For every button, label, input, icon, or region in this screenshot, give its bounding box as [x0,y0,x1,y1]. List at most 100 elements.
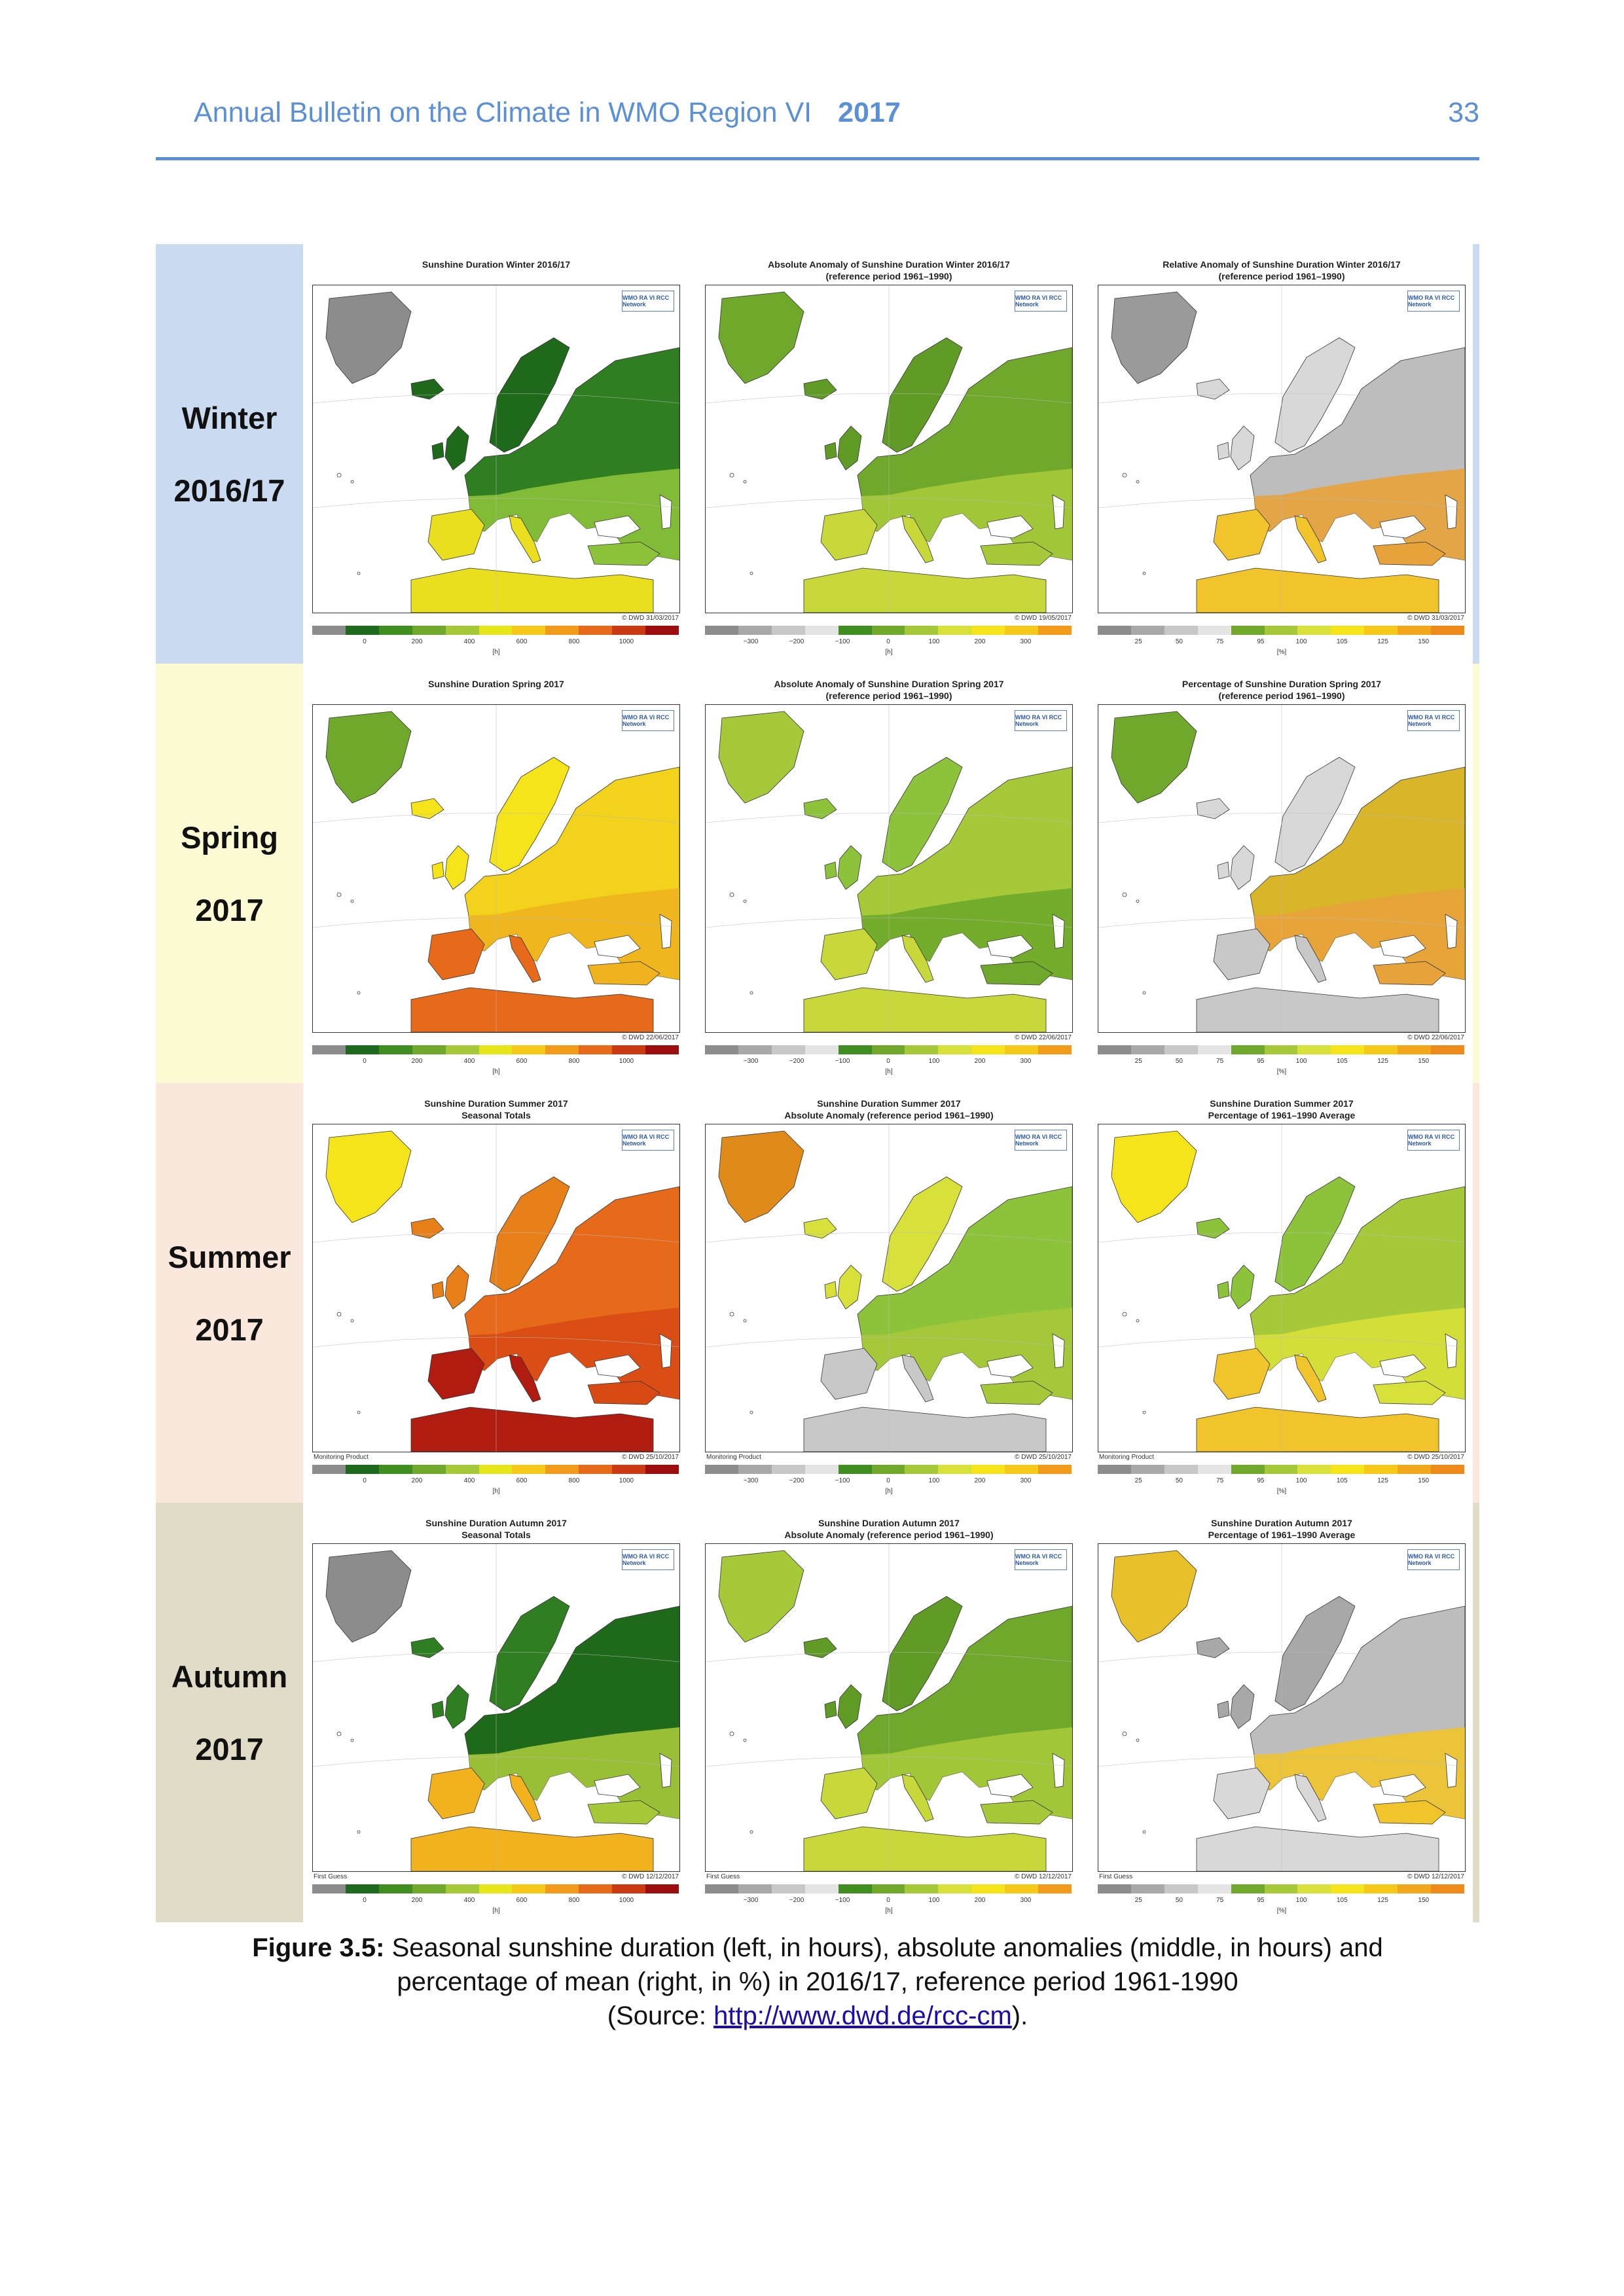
colorbar-swatch [579,1465,613,1474]
colorbar-ticks: 0 200 400 600 800 1000 [312,1058,679,1067]
colorbar-swatch [1164,1884,1198,1893]
colorbar-swatch [478,1465,513,1474]
colorbar-tick-label: 600 [516,1058,528,1065]
product-label: Monitoring Product [1099,1454,1154,1461]
colorbar-swatch [378,1884,412,1893]
season-name: Autumn [171,1659,288,1694]
colorbar-swatch [1231,1465,1265,1474]
colorbar-ticks: −300 −200 −100 0 100 200 300 [705,1897,1072,1906]
colorbar-ticks: −300 −200 −100 0 100 200 300 [705,638,1072,647]
colorbar-tick-label: 400 [463,1477,475,1484]
colorbar-tick-label: 200 [974,1477,986,1484]
season-row-spring: Spring 2017 Sunshine Duration Spring 201… [156,664,1479,1083]
colorbar-swatch [938,626,972,635]
colorbar-tick-label: 25 [1134,638,1142,645]
colorbar-ticks: −300 −200 −100 0 100 200 300 [705,1477,1072,1486]
season-label: Summer 2017 [156,1083,303,1503]
dwd-credit: © DWD 31/03/2017 [622,615,679,622]
colorbar-tick-label: 800 [568,1477,580,1484]
colorbar-swatch [738,626,772,635]
colorbar-swatch [1364,1884,1398,1893]
colorbar-tick-label: 0 [886,1897,890,1904]
colorbar-tick-label: 400 [463,1897,475,1904]
colorbar-tick-label: −200 [789,1477,804,1484]
colorbar-tick-label: 100 [1295,638,1307,645]
colorbar-tick-label: 150 [1418,638,1430,645]
colorbar-swatch [838,1884,872,1893]
colorbar-unit: [h] [492,649,500,656]
colorbar-swatch [645,1884,679,1893]
colorbar-swatch [1098,1884,1131,1893]
product-label: Monitoring Product [706,1454,761,1461]
colorbar-tick-label: 105 [1336,1897,1348,1904]
colorbar-unit: [h] [492,1907,500,1914]
dwd-credit: © DWD 19/05/2017 [1015,615,1072,622]
colorbar-swatch [612,1465,646,1474]
colorbar-swatch [1431,626,1464,635]
colorbar-swatch [612,1045,646,1054]
colorbar-swatch [1331,1465,1365,1474]
colorbar-swatch [1197,626,1231,635]
colorbar-swatch [905,1465,939,1474]
colorbar-tick-label: 1000 [619,638,634,645]
duration-map: WMO RA VI RCC Network [312,1124,680,1452]
colorbar-tick-label: 25 [1134,1897,1142,1904]
anomaly-map-panel: Sunshine Duration Summer 2017 Absolute A… [696,1083,1082,1503]
product-label: Monitoring Product [314,1454,369,1461]
colorbar-tick-label: 125 [1377,1058,1388,1065]
map-title: Sunshine Duration Autumn 2017 Percentage… [1208,1518,1356,1540]
colorbar-tick-label: 600 [516,1897,528,1904]
colorbar-swatch [705,1465,738,1474]
colorbar-swatch [312,1465,346,1474]
colorbar-tick-label: 0 [886,638,890,645]
map-title: Percentage of Sunshine Duration Spring 2… [1182,679,1382,701]
colorbar-swatch [1264,626,1298,635]
colorbar-unit: [%] [1276,1068,1287,1075]
product-label: First Guess [314,1873,348,1880]
colorbar-swatch [1038,1465,1072,1474]
colorbar-tick-label: 95 [1257,638,1265,645]
colorbar-swatch [1398,1884,1432,1893]
colorbar-unit: [h] [492,1068,500,1075]
colorbar-swatch [905,626,939,635]
colorbar-swatch [738,1045,772,1054]
colorbar-swatch [512,1884,546,1893]
colorbar-tick-label: 200 [411,1058,423,1065]
colorbar-tick-label: −300 [743,638,759,645]
colorbar-swatch [1098,1465,1131,1474]
colorbar-ticks: −300 −200 −100 0 100 200 300 [705,1058,1072,1067]
colorbar [1098,626,1464,635]
colorbar-tick-label: 105 [1336,1058,1348,1065]
dwd-credit: © DWD 25/10/2017 [1015,1454,1072,1461]
colorbar-swatch [738,1465,772,1474]
colorbar-tick-label: 200 [411,1477,423,1484]
colorbar-swatch [645,1045,679,1054]
season-row-winter: Winter 2016/17 Sunshine Duration Winter … [156,244,1479,664]
colorbar-swatch [1197,1465,1231,1474]
dwd-credit: © DWD 22/06/2017 [622,1034,679,1041]
colorbar-tick-label: 800 [568,1897,580,1904]
source-link[interactable]: http://www.dwd.de/rcc-cm [713,2001,1012,2030]
colorbar-unit: [h] [885,1907,893,1914]
colorbar-tick-label: 95 [1257,1897,1265,1904]
colorbar-swatch [971,1465,1005,1474]
colorbar [705,1045,1072,1054]
map-title: Sunshine Duration Summer 2017 Absolute A… [784,1098,994,1121]
percentage-map: WMO RA VI RCC Network [1098,704,1466,1033]
wmo-logo: WMO RA VI RCC Network [1407,1549,1460,1570]
colorbar-swatch [804,1465,839,1474]
colorbar-tick-label: −100 [835,1897,850,1904]
season-row-summer: Summer 2017 Sunshine Duration Summer 201… [156,1083,1479,1503]
colorbar-ticks: 25 50 75 95 100 105 125 150 [1098,638,1464,647]
colorbar-unit: [%] [1276,649,1287,656]
colorbar-tick-label: 75 [1216,1058,1224,1065]
season-label: Winter 2016/17 [156,244,303,664]
colorbar-swatch [1431,1465,1464,1474]
colorbar-tick-label: 50 [1175,1058,1183,1065]
colorbar-swatch [771,1465,805,1474]
colorbar-swatch [905,1884,939,1893]
colorbar-swatch [478,1884,513,1893]
map-title: Sunshine Duration Spring 2017 [428,679,564,689]
colorbar-swatch [938,1884,972,1893]
dwd-credit: © DWD 25/10/2017 [622,1454,679,1461]
